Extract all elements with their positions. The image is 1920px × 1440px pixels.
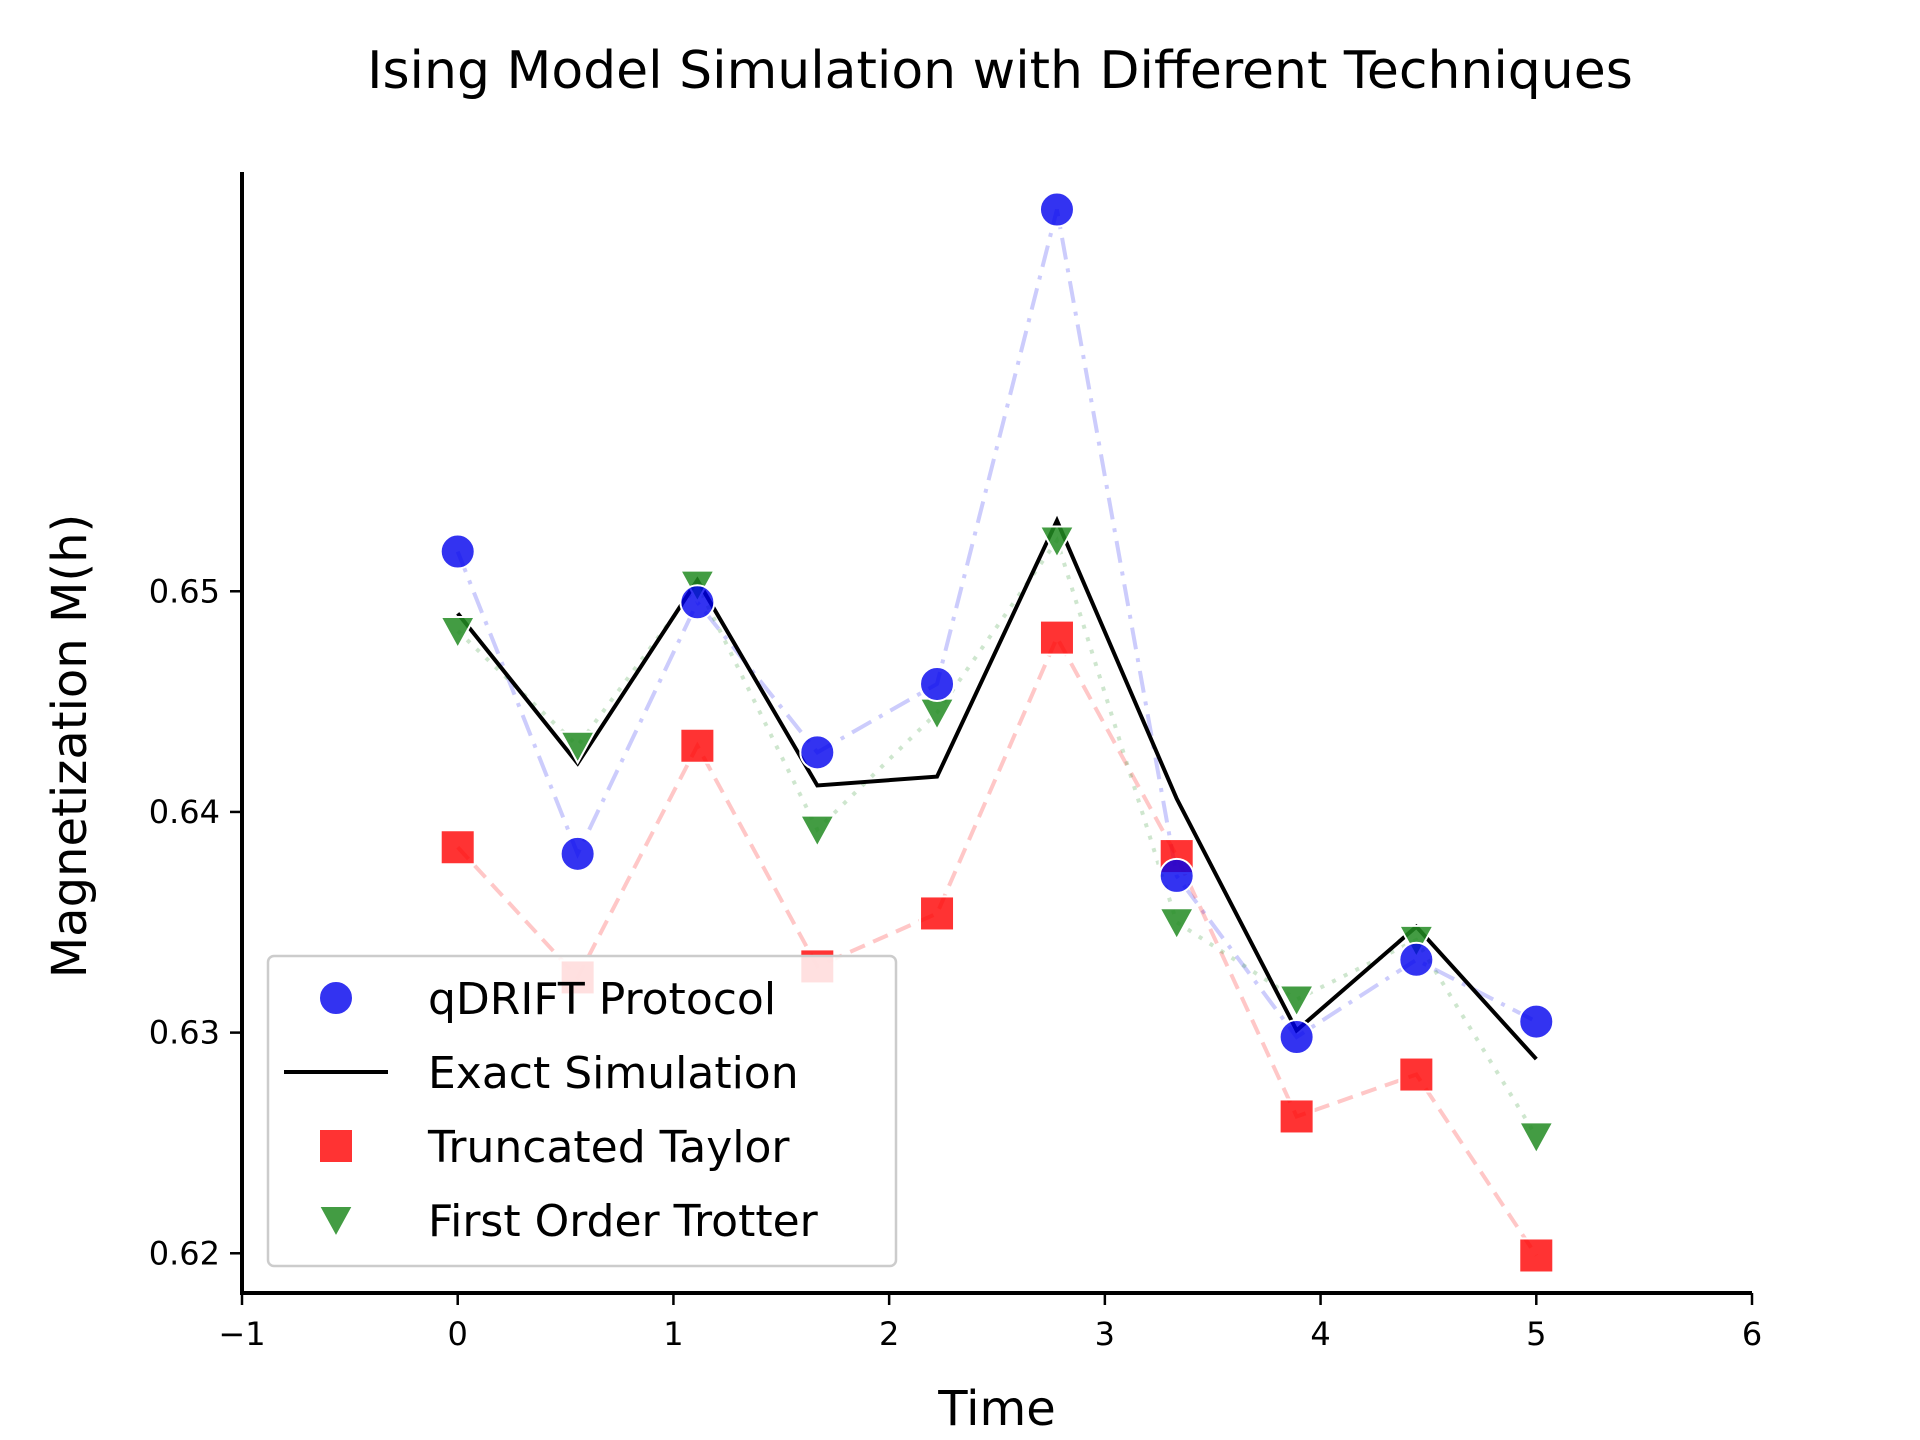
x-tick-label: 4 [1310, 1315, 1330, 1353]
legend-swatch-first-order-trotter [317, 1205, 355, 1240]
x-tick-label: 1 [663, 1315, 683, 1353]
legend-label-exact-simulation: Exact Simulation [428, 1048, 799, 1099]
y-axis-title: Magnetization M(h) [42, 514, 98, 979]
y-tick-label: 0.62 [149, 1234, 220, 1272]
data-point-first-order-trotter [1277, 984, 1316, 1019]
y-tick-label: 0.63 [149, 1014, 220, 1052]
x-tick-label: 3 [1095, 1315, 1115, 1353]
data-point-qdrift-protocol [1158, 857, 1195, 894]
data-point-first-order-trotter [1158, 907, 1196, 942]
data-point-truncated-taylor [1518, 1237, 1555, 1274]
x-tick-label: 6 [1742, 1315, 1762, 1353]
legend-label-qdrift-protocol: qDRIFT Protocol [428, 974, 776, 1025]
data-point-qdrift-protocol [1518, 1003, 1555, 1040]
x-axis-title: Time [937, 1381, 1055, 1437]
data-point-qdrift-protocol [1038, 191, 1075, 228]
series-line-qdrift-protocol [455, 209, 1538, 1040]
data-point-first-order-trotter [798, 814, 836, 849]
data-point-first-order-trotter [1517, 1121, 1555, 1156]
y-tick-label: 0.64 [149, 793, 220, 831]
legend-swatch-truncated-taylor [318, 1128, 354, 1164]
data-point-qdrift-protocol [559, 835, 596, 872]
x-tick-label: 0 [448, 1315, 468, 1353]
data-point-first-order-trotter [558, 730, 597, 765]
data-point-qdrift-protocol [919, 665, 956, 702]
data-point-first-order-trotter [439, 615, 477, 651]
data-point-qdrift-protocol [799, 734, 836, 771]
x-tick-label: −1 [218, 1315, 265, 1353]
data-point-truncated-taylor [679, 727, 716, 764]
data-point-truncated-taylor [1278, 1098, 1315, 1135]
legend: qDRIFT Protocol Exact Simulation Truncated… [266, 954, 898, 1268]
data-point-truncated-taylor [919, 895, 956, 932]
data-point-qdrift-protocol [439, 533, 476, 570]
data-point-qdrift-protocol [679, 584, 716, 621]
data-point-first-order-trotter [1038, 525, 1076, 560]
data-point-truncated-taylor [439, 829, 476, 866]
legend-box [266, 954, 898, 1268]
axes: −1 0 1 2 3 4 5 6 0.62 0.63 0.64 0.65 [149, 172, 1762, 1353]
x-tick-label: 2 [879, 1315, 899, 1353]
x-tick-label: 5 [1526, 1315, 1546, 1353]
series-line-first-order-trotter [456, 536, 1538, 1138]
legend-label-first-order-trotter: First Order Trotter [428, 1196, 819, 1247]
data-point-qdrift-protocol [1398, 941, 1435, 978]
y-tick-label: 0.65 [149, 572, 220, 610]
data-point-truncated-taylor [1038, 619, 1075, 656]
series-line-truncated-taylor [456, 633, 1538, 1257]
plot-lines [455, 209, 1538, 1257]
plot-markers [439, 191, 1555, 1274]
legend-label-truncated-taylor: Truncated Taylor [427, 1122, 790, 1173]
legend-swatch-qdrift-protocol [318, 980, 354, 1016]
data-point-first-order-trotter [1397, 924, 1436, 960]
series-line-exact-simulation [456, 515, 1538, 1061]
chart-title: Ising Model Simulation with Different Te… [367, 41, 1633, 101]
data-point-first-order-trotter [918, 697, 956, 732]
data-point-truncated-taylor [1398, 1056, 1435, 1093]
data-point-qdrift-protocol [1278, 1019, 1315, 1056]
